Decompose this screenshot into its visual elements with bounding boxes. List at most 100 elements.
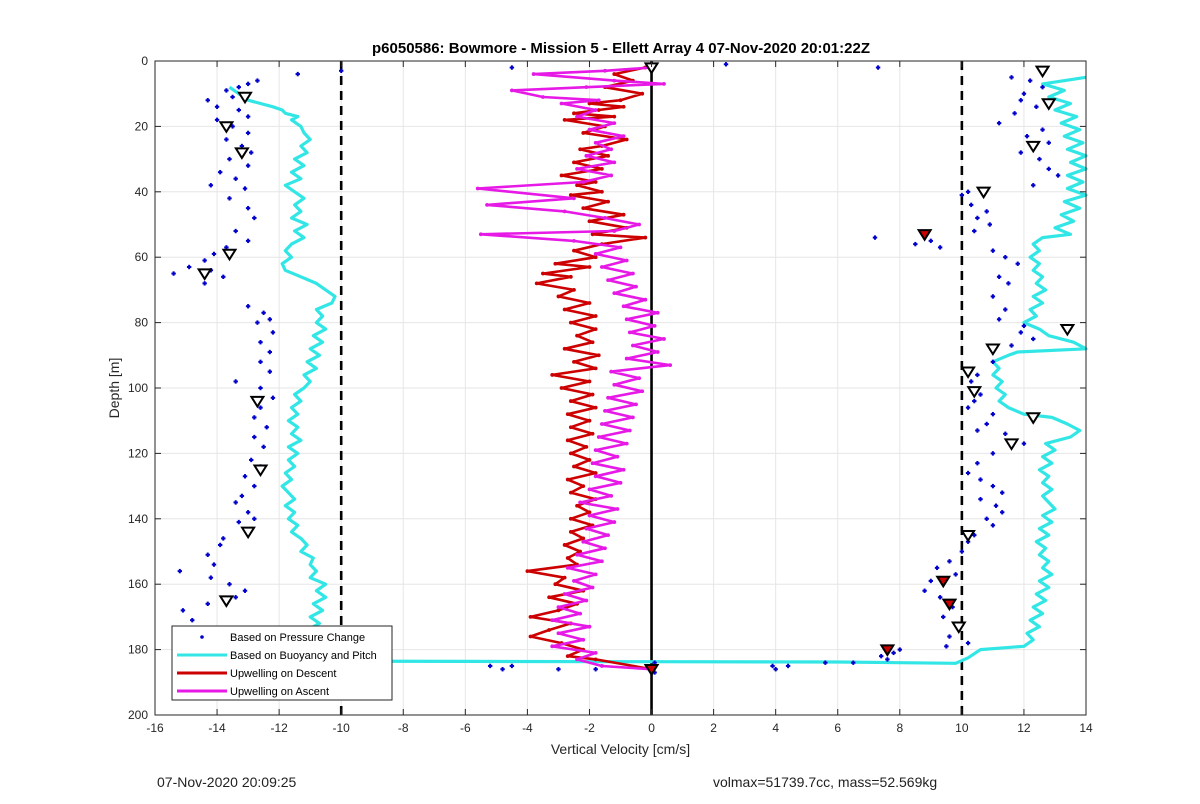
- series-3-point-15: [593, 572, 598, 577]
- footer-timestamp: 07-Nov-2020 20:09:25: [157, 774, 297, 790]
- series-3-point-38: [599, 422, 604, 426]
- x-tick-label-11: 6: [834, 721, 841, 735]
- series-3-point-61: [631, 271, 635, 276]
- pressure-point-161: [1027, 78, 1033, 83]
- triangle-marker-12: [975, 186, 992, 200]
- series-3-point-5: [581, 637, 586, 642]
- pressure-point-131: [975, 428, 980, 433]
- pressure-point-159: [944, 644, 949, 649]
- triangle-marker-5: [249, 395, 266, 409]
- series-2-point-69: [565, 477, 570, 482]
- series-2-point-83: [525, 569, 530, 574]
- series-3-point-80: [609, 147, 614, 152]
- pressure-point-0: [224, 88, 229, 93]
- series-3-point-42: [606, 395, 610, 400]
- triangle-marker-red-1: [935, 575, 952, 589]
- series-3-point-4: [550, 644, 555, 649]
- series-3-point-24: [587, 513, 592, 518]
- pressure-point-64: [177, 568, 183, 574]
- pressure-point-1: [236, 84, 241, 90]
- series-3-point-10: [556, 605, 561, 609]
- series-3-point-16: [565, 565, 570, 570]
- series-3-point-86: [593, 108, 598, 112]
- x-tick-label-0: -16: [146, 721, 164, 735]
- x-tick-label-7: -2: [584, 721, 595, 735]
- series-3-point-70: [603, 216, 607, 220]
- pressure-point-42: [267, 369, 273, 374]
- series-2-point-75: [568, 516, 573, 521]
- pressure-point-104: [965, 189, 971, 194]
- series-2-point-87: [547, 595, 552, 600]
- pressure-point-145: [972, 532, 977, 538]
- pressure-points: [171, 62, 1061, 675]
- series-2-point-59: [565, 412, 570, 417]
- pressure-point-139: [1000, 490, 1005, 495]
- y-tick-label-3: 60: [135, 250, 149, 264]
- series-2-point-90: [528, 615, 533, 619]
- series-3-point-27: [609, 494, 614, 498]
- pressure-point-172: [1037, 156, 1042, 162]
- series-3-point-69: [637, 222, 642, 227]
- series-2-point-56: [590, 392, 595, 397]
- series-2-point-66: [587, 458, 592, 462]
- pressure-point-133: [1021, 441, 1027, 446]
- pressure-point-51: [249, 457, 254, 463]
- pressure-point-10: [230, 124, 235, 129]
- pressure-point-69: [205, 601, 210, 607]
- pressure-point-57: [245, 510, 251, 515]
- pressure-point-3: [255, 78, 260, 83]
- pressure-point-44: [258, 385, 263, 391]
- legend-label-0: Based on Pressure Change: [230, 632, 365, 644]
- pressure-point-49: [252, 434, 257, 440]
- series-3-point-90: [509, 88, 514, 93]
- series-3-point-12: [562, 592, 567, 596]
- pressure-point-130: [984, 421, 989, 427]
- triangle-marker-7: [240, 526, 256, 540]
- pressure-point-18: [233, 176, 238, 181]
- series-3-point-25: [615, 507, 620, 511]
- series-3-point-19: [603, 546, 607, 551]
- series-2-point-34: [593, 255, 598, 260]
- pressure-point-106: [968, 202, 974, 208]
- series-3-point-65: [618, 245, 623, 250]
- pressure-point-137: [978, 477, 983, 482]
- series-3-point-89: [541, 95, 545, 99]
- series-3-point-50: [631, 343, 635, 348]
- pressure-point-138: [990, 483, 996, 489]
- series-2-point-77: [568, 529, 573, 534]
- pressure-point-111: [990, 248, 996, 253]
- pressure-point-15: [227, 156, 232, 162]
- reference-lines: [339, 61, 964, 715]
- pressure-point-14: [249, 150, 254, 155]
- series-2-point-43: [562, 307, 567, 312]
- series-3-point-73: [572, 196, 576, 201]
- series-2-point-18: [572, 160, 576, 165]
- pressure-point-86: [770, 663, 775, 669]
- series-3-point-59: [634, 284, 638, 289]
- pressure-point-39: [258, 340, 263, 345]
- x-tick-label-15: 14: [1079, 721, 1093, 735]
- pressure-point-19: [208, 183, 214, 188]
- series-3-point-58: [612, 291, 617, 296]
- pressure-point-105: [959, 192, 965, 198]
- series-3-point-2: [575, 657, 579, 662]
- footer-info: volmax=51739.7cc, mass=52.569kg: [713, 774, 938, 790]
- pressure-point-103: [295, 71, 300, 77]
- pressure-point-54: [252, 483, 257, 489]
- series-3-point-26: [578, 500, 583, 505]
- series-2-point-60: [587, 418, 592, 423]
- pressure-point-71: [190, 617, 195, 623]
- series-2-point-47: [575, 333, 579, 338]
- series-3-point-82: [621, 134, 626, 139]
- series-2-point-41: [556, 294, 561, 299]
- pressure-point-20: [242, 186, 248, 191]
- series-3-point-6: [556, 631, 561, 636]
- pressure-point-136: [965, 470, 971, 476]
- series-3-point-23: [612, 520, 617, 524]
- series-2-point-8: [596, 108, 601, 112]
- series-2-point-7: [621, 104, 626, 109]
- y-tick-label-8: 160: [128, 577, 148, 591]
- pressure-point-150: [953, 572, 958, 577]
- pressure-point-141: [993, 503, 999, 508]
- pressure-point-91: [878, 653, 884, 659]
